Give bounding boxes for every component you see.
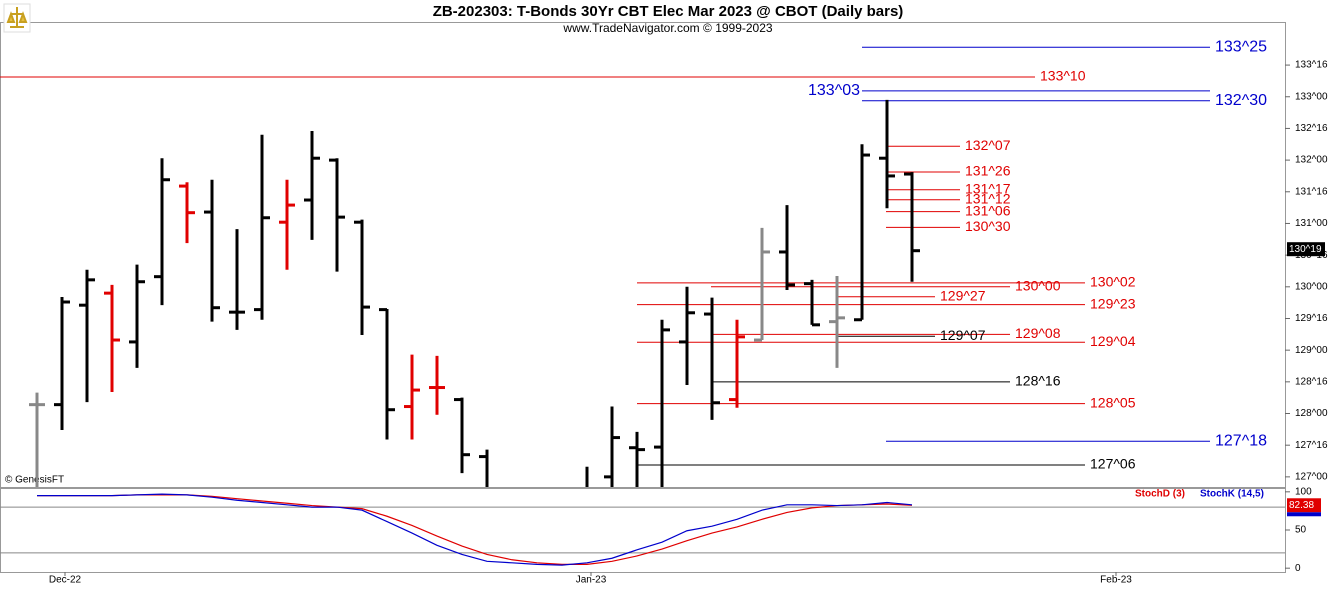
level-label: 129^23 (1090, 295, 1136, 311)
y-tick-label: 100 (1295, 486, 1312, 497)
y-tick-label: 0 (1295, 563, 1301, 574)
x-tick-label: Feb-23 (1100, 575, 1132, 586)
level-label: 132^30 (1215, 92, 1267, 109)
y-tick-label: 133^16 (1295, 60, 1328, 71)
y-tick-label: 132^16 (1295, 123, 1328, 134)
level-label: 133^25 (1215, 38, 1267, 55)
y-tick-label: 131^16 (1295, 186, 1328, 197)
level-label: 131^12 (965, 190, 1011, 206)
level-label: 133^10 (1040, 68, 1086, 84)
legend-label: StochK (14,5) (1200, 489, 1264, 500)
last-value-label: 82.38 (1289, 500, 1314, 511)
level-label: 129^27 (940, 287, 986, 303)
x-tick-label: Jan-23 (576, 575, 607, 586)
last-price-box (1287, 242, 1325, 257)
credit: © GenesisFT (5, 475, 64, 486)
x-tick-label: Dec-22 (49, 575, 82, 586)
last-price-label: 130^19 (1289, 244, 1322, 255)
level-label: 129^08 (1015, 325, 1061, 341)
level-label: 128^16 (1015, 373, 1061, 389)
y-tick-label: 127^16 (1295, 440, 1328, 451)
y-tick-label: 50 (1295, 525, 1307, 536)
level-label: 131^06 (965, 202, 1011, 218)
level-label: 130^00 (1015, 278, 1061, 294)
chart-title: ZB-202303: T-Bonds 30Yr CBT Elec Mar 202… (433, 3, 904, 20)
legend-label: StochD (3) (1135, 489, 1185, 500)
level-label: 133^03 (808, 82, 860, 99)
price-bars (0, 46, 1210, 487)
level-label: 129^04 (1090, 333, 1136, 349)
y-tick-label: 128^00 (1295, 408, 1328, 419)
level-label: 132^07 (965, 137, 1011, 153)
y-tick-label: 128^16 (1295, 376, 1328, 387)
y-tick-label: 127^00 (1295, 472, 1328, 483)
level-label: 128^05 (1090, 394, 1136, 410)
level-label: 131^17 (965, 181, 1011, 197)
level-label: 127^18 (1215, 432, 1267, 449)
last-value-box (1287, 498, 1321, 513)
y-tick-label: 130^00 (1295, 281, 1328, 292)
stoch-lines (0, 493, 1285, 566)
y-tick-label: 133^00 (1295, 91, 1328, 102)
y-tick-label: 132^00 (1295, 155, 1328, 166)
level-label: 130^30 (965, 218, 1011, 234)
y-tick-label: 129^16 (1295, 313, 1328, 324)
stoch-line (37, 493, 913, 566)
logo (3, 3, 31, 33)
last-value-box-k (1287, 512, 1321, 517)
level-label: 129^07 (940, 327, 986, 343)
y-tick-label: 129^00 (1295, 345, 1328, 356)
level-label: 127^06 (1090, 456, 1136, 472)
y-tick-label: 131^00 (1295, 218, 1328, 229)
chart-subtitle: www.TradeNavigator.com © 1999-2023 (562, 21, 772, 35)
level-label: 131^26 (965, 163, 1011, 179)
level-label: 130^02 (1090, 274, 1136, 290)
